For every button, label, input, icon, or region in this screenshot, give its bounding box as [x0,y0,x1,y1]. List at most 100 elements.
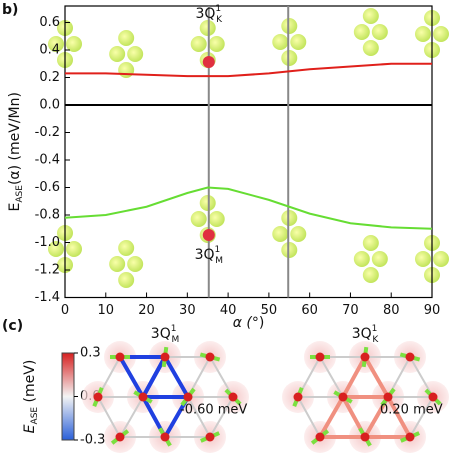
spin [118,272,135,288]
bond [97,396,121,438]
annotation: 3Q1 K [195,4,223,25]
site [205,432,215,442]
label-main: 3Q [195,6,215,22]
y-tick-label: 0.0 [39,98,60,113]
site [138,392,148,402]
spin [199,195,216,211]
label-sub: K [216,15,223,25]
marker [202,229,215,241]
colorbar-label: EASE (meV) [22,360,40,434]
structure-title: 3Q1 M [151,324,179,345]
label-sup: 1 [171,324,177,334]
spin [433,251,449,267]
x-label-part: ) [259,315,264,331]
spin [118,30,135,46]
bond-highlight [361,392,414,439]
y-tick-label: -0.4 [35,153,60,168]
spin [281,50,298,66]
spin [353,24,370,40]
label-sup: 1 [215,245,221,255]
spin [48,36,64,52]
label-sup: 1 [215,4,221,14]
panel-label: b) [2,2,18,18]
site [360,432,370,442]
bond [119,396,144,438]
y-label-part: E [7,203,23,212]
spin [208,36,225,52]
marker [202,56,215,68]
spin [353,251,370,267]
spin [290,226,307,242]
panel-label: (c) [2,318,23,334]
spin [362,235,379,251]
spin [433,26,449,42]
bond [409,396,434,438]
label-main: 3Q [151,326,171,342]
site [228,392,238,402]
spin [127,46,144,62]
label-sub: M [215,256,223,266]
bond [319,356,344,398]
y-tick-label: 0.2 [39,70,60,85]
x-tick-label: 90 [424,303,441,318]
bond-highlight [139,352,192,399]
label-sub: K [372,335,379,345]
x-tick-label: 20 [138,303,155,318]
site [405,432,415,442]
site [315,352,325,362]
plot-frame [64,5,433,299]
bond [187,396,211,438]
site [428,392,438,402]
x-tick-label: 50 [261,303,278,318]
spin [109,46,126,62]
y-tick-label: -0.2 [35,125,60,140]
spin [190,211,207,227]
label-sub: M [171,335,179,345]
cb-label-part: E [22,424,38,433]
bond [297,396,321,438]
y-label-part: ASE [15,185,25,203]
x-tick-label: 70 [342,303,359,318]
spin [109,256,126,272]
spin [272,34,289,50]
site [183,392,193,402]
x-tick-label: 30 [179,303,196,318]
annotation: 3Q1 M [195,245,223,266]
site [115,432,125,442]
x-label-part: α ( [233,315,253,331]
y-tick-label: -1.4 [35,290,60,305]
label-main: 3Q [195,247,215,263]
spin [66,241,82,257]
y-tick-label: 0.4 [39,43,60,58]
bond-highlight [339,352,392,399]
site [383,392,393,402]
spin [415,251,431,267]
bond [209,396,234,438]
label-main: 3Q [352,326,372,342]
line-series [65,62,432,78]
spin [290,34,307,50]
spin [371,251,388,267]
colorbar [61,352,75,441]
spin [362,267,379,283]
site [360,352,370,362]
spin [208,211,225,227]
cb-label-part: (meV) [22,360,38,407]
spin [281,210,298,226]
x-tick-label: 10 [98,303,115,318]
spin [281,242,298,258]
spin [127,256,144,272]
x-tick-label: 40 [220,303,237,318]
bond [409,356,434,398]
y-tick-label: -1.0 [35,235,60,250]
spin [199,20,216,36]
line-series [64,186,433,230]
spin [190,36,207,52]
site [160,352,170,362]
spin [415,26,431,42]
site [205,352,215,362]
cb-label-part: ASE [30,407,40,425]
spin [362,8,379,24]
spin [281,18,298,34]
